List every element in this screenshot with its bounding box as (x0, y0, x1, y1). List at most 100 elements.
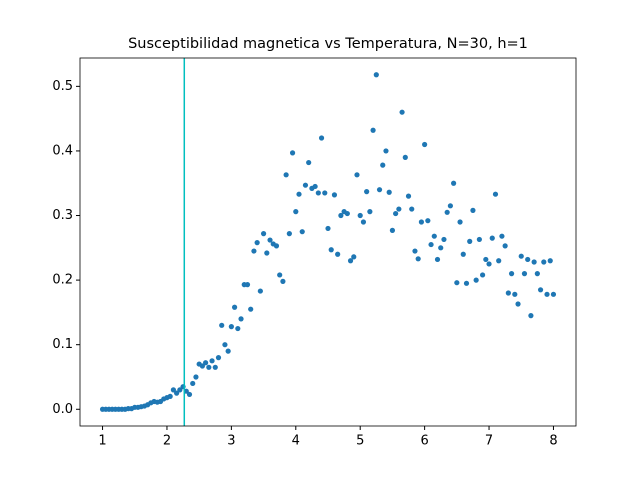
point (331, 192, 338, 198)
point (447, 203, 453, 209)
point (376, 187, 383, 193)
point (219, 322, 225, 328)
point (312, 183, 318, 190)
axes-frame (79, 57, 577, 427)
point (347, 258, 354, 264)
point (306, 159, 312, 166)
point (231, 304, 238, 310)
y-tick-label: 0.4 (52, 143, 73, 158)
point (518, 253, 524, 259)
point (425, 218, 431, 224)
point (190, 380, 196, 387)
point (206, 364, 212, 370)
point (396, 206, 402, 212)
point (260, 231, 267, 237)
point (215, 355, 222, 361)
point (492, 191, 499, 197)
point (318, 135, 325, 141)
point (254, 240, 260, 246)
y-tick-label: 0.0 (52, 402, 73, 417)
point (264, 250, 270, 256)
x-tick-label: 8 (549, 434, 557, 449)
point (367, 209, 373, 215)
point (415, 256, 421, 262)
point (457, 219, 463, 225)
point (418, 219, 425, 225)
point (463, 280, 470, 286)
point (489, 235, 495, 241)
point (402, 154, 408, 160)
point (454, 280, 460, 286)
point (473, 277, 479, 283)
point (467, 238, 473, 244)
point (541, 259, 547, 265)
point (357, 212, 363, 219)
x-tick-label: 5 (356, 434, 364, 449)
point (277, 272, 283, 278)
point (238, 316, 244, 322)
point (434, 256, 441, 263)
point (537, 287, 544, 293)
point (170, 387, 177, 393)
point (405, 193, 412, 199)
point (335, 251, 341, 257)
point (177, 387, 183, 393)
point (328, 247, 334, 253)
point (409, 206, 415, 212)
x-tick-label: 2 (163, 434, 171, 449)
chart-title: Susceptibilidad magnetica vs Temperatura… (128, 36, 528, 52)
point (393, 210, 399, 217)
point (508, 271, 515, 277)
point (244, 282, 251, 288)
x-tick-label: 1 (98, 434, 106, 449)
y-tick-label: 0.2 (52, 273, 73, 288)
point (544, 291, 550, 297)
point (380, 162, 386, 168)
point (299, 229, 305, 235)
point (531, 259, 537, 265)
point (521, 271, 528, 277)
point (315, 190, 321, 196)
point (547, 258, 553, 264)
point (383, 148, 389, 154)
point (444, 209, 450, 215)
point (267, 237, 273, 243)
point (479, 272, 486, 278)
point (428, 241, 434, 248)
point (499, 233, 505, 239)
point (373, 72, 379, 78)
point (512, 291, 518, 297)
x-tick-label: 3 (227, 434, 235, 449)
point (228, 324, 234, 330)
point (422, 141, 428, 148)
point (502, 243, 508, 249)
point (344, 210, 350, 217)
point (283, 172, 289, 178)
point (257, 288, 263, 294)
point (438, 245, 444, 251)
point (167, 393, 173, 399)
point (399, 109, 405, 115)
point (325, 225, 331, 232)
point (431, 233, 437, 239)
point (441, 236, 447, 243)
point (186, 391, 193, 398)
point (235, 325, 241, 332)
x-tick-label: 4 (292, 434, 300, 449)
point (528, 313, 534, 319)
point (364, 189, 370, 195)
point (293, 209, 299, 215)
y-tick-label: 0.1 (52, 337, 73, 352)
y-tick-label: 0.3 (52, 208, 73, 223)
y-tick-label: 0.5 (52, 79, 73, 94)
point (460, 251, 466, 257)
point (302, 182, 309, 188)
point (209, 358, 215, 364)
point (286, 231, 292, 237)
point (199, 363, 205, 369)
point (550, 291, 557, 297)
point (505, 290, 511, 296)
point (389, 227, 396, 233)
point (354, 172, 360, 178)
